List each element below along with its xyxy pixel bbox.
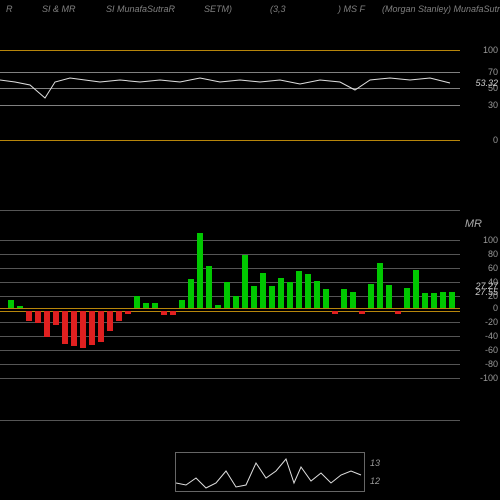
bar bbox=[251, 286, 257, 308]
bar bbox=[170, 311, 176, 315]
axis-tick-label: -80 bbox=[485, 359, 498, 369]
bar bbox=[431, 293, 437, 308]
axis-tick-label: -100 bbox=[480, 373, 498, 383]
bar bbox=[449, 292, 455, 308]
bar bbox=[17, 306, 23, 308]
bar bbox=[80, 311, 86, 348]
bar bbox=[296, 271, 302, 308]
gridline bbox=[0, 140, 460, 141]
gridline bbox=[0, 322, 460, 323]
bar bbox=[71, 311, 77, 346]
bar bbox=[413, 270, 419, 308]
gridline bbox=[0, 254, 460, 255]
bar bbox=[224, 282, 230, 308]
bar bbox=[206, 266, 212, 308]
header-text: SETM) bbox=[204, 4, 232, 14]
gridline bbox=[0, 268, 460, 269]
bar bbox=[197, 233, 203, 308]
value-label: 27.55 bbox=[475, 287, 498, 297]
bar bbox=[53, 311, 59, 325]
header-text: SI MunafaSutraR bbox=[106, 4, 175, 14]
bar bbox=[179, 300, 185, 308]
bar bbox=[134, 296, 140, 308]
bar bbox=[89, 311, 95, 345]
mini-axis-label: 13 bbox=[370, 458, 380, 468]
bar bbox=[314, 281, 320, 308]
gridline bbox=[0, 282, 460, 283]
bar bbox=[116, 311, 122, 321]
axis-tick-label: 100 bbox=[483, 235, 498, 245]
bar bbox=[287, 282, 293, 308]
axis-tick-label: 80 bbox=[488, 249, 498, 259]
axis-tick-label: -60 bbox=[485, 345, 498, 355]
current-value-label: 53.32 bbox=[475, 78, 498, 88]
header-text: SI & MR bbox=[42, 4, 76, 14]
bar bbox=[404, 288, 410, 308]
bar bbox=[242, 255, 248, 308]
axis-tick-label: 0 bbox=[493, 303, 498, 313]
axis-tick-label: 30 bbox=[488, 100, 498, 110]
bar bbox=[368, 284, 374, 308]
bar bbox=[152, 303, 158, 308]
header-text: (Morgan Stanley) MunafaSutra.com bbox=[382, 4, 500, 14]
bar bbox=[98, 311, 104, 342]
gridline bbox=[0, 336, 460, 337]
bar bbox=[422, 293, 428, 308]
bar bbox=[215, 305, 221, 308]
axis-tick-label: -40 bbox=[485, 331, 498, 341]
axis-tick-label: 70 bbox=[488, 67, 498, 77]
bar bbox=[440, 292, 446, 308]
axis-tick-label: 60 bbox=[488, 263, 498, 273]
bar bbox=[233, 296, 239, 308]
gridline bbox=[0, 350, 460, 351]
header-text: ) MS F bbox=[338, 4, 365, 14]
mr-panel: MR100806040200-20-40-60-80-10027.2727.55 bbox=[0, 210, 500, 420]
bar bbox=[143, 303, 149, 308]
bar bbox=[395, 311, 401, 314]
axis-tick-label: 100 bbox=[483, 45, 498, 55]
gridline bbox=[0, 420, 460, 421]
mini-axis-label: 12 bbox=[370, 476, 380, 486]
gridline bbox=[0, 364, 460, 365]
bar bbox=[359, 311, 365, 314]
header-text: (3,3 bbox=[270, 4, 286, 14]
bar bbox=[386, 285, 392, 308]
panel-title: MR bbox=[465, 218, 482, 230]
bar bbox=[44, 311, 50, 337]
axis-tick-label: 0 bbox=[493, 135, 498, 145]
rsi-line-chart bbox=[0, 50, 460, 140]
bar bbox=[332, 311, 338, 314]
header-text: R bbox=[6, 4, 13, 14]
bar bbox=[377, 263, 383, 308]
mini-line-chart bbox=[176, 453, 366, 493]
gridline bbox=[0, 311, 460, 312]
gridline bbox=[0, 210, 460, 211]
bar bbox=[260, 273, 266, 308]
gridline bbox=[0, 308, 460, 309]
bar bbox=[26, 311, 32, 321]
gridline bbox=[0, 378, 460, 379]
bar bbox=[341, 289, 347, 308]
bar bbox=[161, 311, 167, 315]
chart-header: R SI & MR SI MunafaSutraR SETM) (3,3 ) MS F (M… bbox=[0, 4, 500, 18]
bar bbox=[350, 292, 356, 308]
bar bbox=[305, 274, 311, 308]
bar bbox=[188, 279, 194, 308]
mini-panel: 1312 bbox=[175, 452, 365, 492]
bar bbox=[323, 289, 329, 308]
bar bbox=[107, 311, 113, 331]
bar bbox=[62, 311, 68, 344]
bar bbox=[35, 311, 41, 323]
gridline bbox=[0, 240, 460, 241]
bar bbox=[269, 286, 275, 308]
axis-tick-label: -20 bbox=[485, 317, 498, 327]
bar bbox=[278, 278, 284, 308]
bar bbox=[8, 300, 14, 308]
bar bbox=[125, 311, 131, 314]
rsi-panel: 100705030053.32 bbox=[0, 50, 500, 140]
